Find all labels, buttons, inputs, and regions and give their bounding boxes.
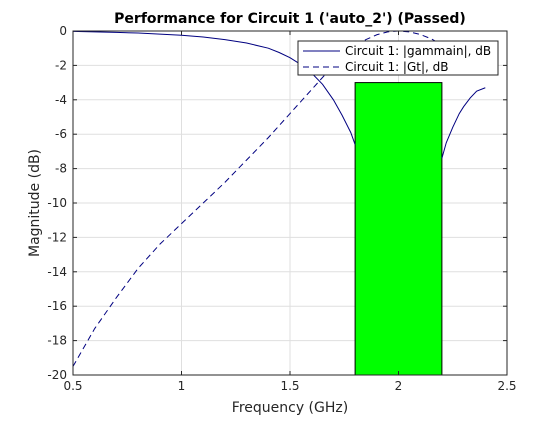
y-tick-labels: 0 -2 -4 -6 -8 -10 -12 -14 -16 -18 -20 [47,24,67,382]
x-tick-label: 2.5 [497,379,516,393]
y-tick-label: -6 [55,127,67,141]
legend-label-gt: Circuit 1: |Gt|, dB [345,60,449,74]
spec-region-rect [354,82,443,376]
y-tick-label: -20 [47,368,67,382]
x-tick-label: 0.5 [63,379,82,393]
y-axis-label: Magnitude (dB) [27,149,43,257]
chart-title: Performance for Circuit 1 ('auto_2') (Pa… [114,11,466,27]
x-axis-label: Frequency (GHz) [232,400,348,416]
x-tick-label: 2 [395,379,403,393]
x-tick-label: 1.5 [280,379,299,393]
y-tick-label: -16 [47,299,67,313]
series-line-0 [72,30,356,145]
y-tick-label: -14 [47,265,67,279]
x-tick-labels: 0.5 1 1.5 2 2.5 [63,379,516,393]
y-tick-label: -18 [47,334,67,348]
y-tick-label: -12 [47,230,67,244]
spec-region-layer [354,82,443,376]
y-tick-label: -4 [55,93,67,107]
y-tick-label: -10 [47,196,67,210]
y-tick-label: 0 [59,24,67,38]
y-tick-label: -2 [55,58,67,72]
series-line-1 [441,87,486,159]
y-tick-label: -8 [55,162,67,176]
legend-box [297,40,499,76]
ticks [72,30,508,376]
x-tick-label: 1 [178,379,186,393]
legend: Circuit 1: |gammain|, dB Circuit 1: |Gt|… [297,40,499,76]
legend-label-gammain: Circuit 1: |gammain|, dB [345,44,491,58]
